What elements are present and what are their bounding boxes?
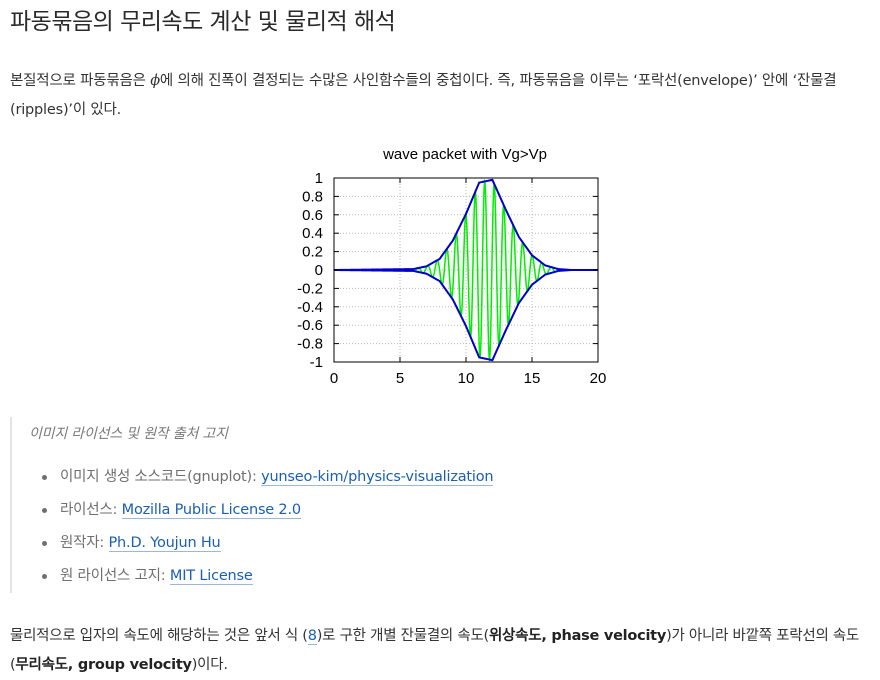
y-tick-label: -1 bbox=[310, 354, 323, 371]
intro-text-1: 본질적으로 파동묶음은 bbox=[10, 72, 151, 89]
phi-symbol: ϕ bbox=[150, 72, 160, 89]
y-tick-label: -0.8 bbox=[297, 336, 323, 353]
y-tick-label: -0.2 bbox=[297, 280, 323, 297]
wave-packet-chart: wave packet with Vg>Vp 10.80.60.40.20-0.… bbox=[297, 146, 606, 387]
x-tick-label: 20 bbox=[590, 370, 607, 387]
group-velocity-term: 무리속도, group velocity bbox=[15, 656, 192, 673]
license-label-source: 이미지 생성 소스코드(gnuplot): bbox=[60, 469, 262, 485]
group-velocity-paragraph: 물리적으로 입자의 속도에 해당하는 것은 앞서 식 (8)로 구한 개별 잔물… bbox=[10, 622, 875, 680]
list-item: 라이선스: Mozilla Public License 2.0 bbox=[42, 496, 493, 529]
equation-8-link[interactable]: 8 bbox=[307, 627, 317, 645]
list-item: 원작자: Ph.D. Youjun Hu bbox=[42, 529, 493, 562]
y-tick-label: -0.6 bbox=[297, 317, 323, 334]
mpl-license-link[interactable]: Mozilla Public License 2.0 bbox=[121, 502, 301, 519]
license-label-license: 라이선스: bbox=[60, 502, 122, 518]
para2-text-1: 물리적으로 입자의 속도에 해당하는 것은 앞서 식 ( bbox=[10, 627, 308, 644]
chart-ticks: 10.80.60.40.20-0.2-0.4-0.6-0.8-10 5 10 15 20 bbox=[297, 170, 606, 387]
wave-packet-figure: wave packet with Vg>Vp 1 0.8 0.6 0.4 0.2 0 -0.… bbox=[280, 140, 620, 390]
para2-text-4: )이다. bbox=[191, 656, 228, 673]
y-tick-label: 1 bbox=[315, 170, 323, 187]
mit-license-link[interactable]: MIT License bbox=[169, 568, 253, 585]
intro-text-2: 에 의해 진폭이 결정되는 수많은 사인함수들의 중첩이다. 즉, 파동묶음을 … bbox=[10, 72, 837, 118]
intro-paragraph: 본질적으로 파동묶음은 ϕ에 의해 진폭이 결정되는 수많은 사인함수들의 중첩… bbox=[10, 67, 872, 125]
license-list: 이미지 생성 소스코드(gnuplot): yunseo-kim/physics… bbox=[42, 463, 494, 595]
phase-velocity-term: 위상속도, phase velocity bbox=[488, 627, 667, 644]
x-tick-label: 5 bbox=[396, 370, 404, 387]
license-label-author: 원작자: bbox=[60, 535, 109, 551]
y-tick-label: 0.6 bbox=[302, 207, 323, 224]
source-code-link[interactable]: yunseo-kim/physics-visualization bbox=[261, 469, 494, 486]
x-tick-label: 0 bbox=[330, 370, 338, 387]
x-tick-label: 15 bbox=[524, 370, 541, 387]
para2-text-3: )가 아니라 바깥쪽 포락선의 속도( bbox=[10, 627, 860, 673]
list-item: 이미지 생성 소스코드(gnuplot): yunseo-kim/physics… bbox=[42, 463, 494, 496]
chart-title: wave packet with Vg>Vp bbox=[382, 146, 547, 163]
y-tick-label: 0 bbox=[315, 262, 323, 279]
chart-series bbox=[333, 178, 598, 363]
envelope-upper-line bbox=[333, 178, 598, 271]
x-tick-label: 10 bbox=[458, 370, 475, 387]
y-tick-label: 0.4 bbox=[302, 225, 323, 242]
section-heading: 파동묶음의 무리속도 계산 및 물리적 해석 bbox=[10, 9, 396, 35]
y-tick-label: -0.4 bbox=[297, 299, 323, 316]
original-author-link[interactable]: Ph.D. Youjun Hu bbox=[108, 535, 221, 552]
para2-text-2: )로 구한 개별 잔물결의 속도( bbox=[316, 627, 490, 644]
license-blockquote: 이미지 라이선스 및 원작 출처 고지 이미지 생성 소스코드(gnuplot)… bbox=[10, 417, 872, 593]
envelope-lower-line bbox=[333, 269, 598, 362]
y-tick-label: 0.2 bbox=[302, 244, 323, 261]
y-tick-label: 0.8 bbox=[302, 188, 323, 205]
license-title: 이미지 라이선스 및 원작 출처 고지 bbox=[29, 426, 228, 442]
license-label-original: 원 라이선스 고지: bbox=[60, 568, 170, 584]
list-item: 원 라이선스 고지: MIT License bbox=[42, 562, 493, 595]
